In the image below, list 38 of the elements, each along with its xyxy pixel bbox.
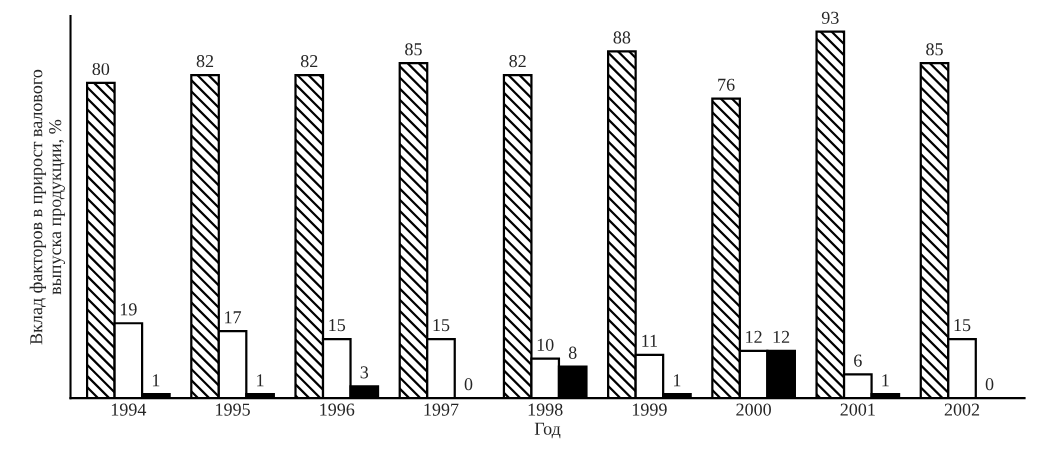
data-label: 1 bbox=[257, 374, 264, 387]
data-label: 15 bbox=[954, 319, 971, 332]
x-tick-label: 1996 bbox=[320, 403, 355, 416]
data-label: 8 bbox=[568, 346, 577, 359]
data-label: 15 bbox=[329, 319, 346, 332]
data-label: 6 bbox=[854, 354, 862, 367]
data-label: 1 bbox=[673, 374, 681, 387]
y-axis-title: Вклад факторов в прирост валового выпуска продукции, % bbox=[29, 69, 65, 345]
data-label: 82 bbox=[509, 55, 526, 68]
x-tick-label: 2002 bbox=[944, 403, 980, 416]
data-label: 82 bbox=[300, 55, 318, 68]
x-tick-label: 1998 bbox=[528, 403, 563, 416]
data-label: 10 bbox=[537, 338, 554, 351]
data-label: 1 bbox=[152, 374, 160, 387]
data-label: 17 bbox=[225, 311, 242, 324]
data-label: 88 bbox=[613, 31, 631, 44]
data-label: 85 bbox=[926, 43, 943, 56]
x-tick-label: 1994 bbox=[111, 403, 147, 416]
x-tick-label: 2001 bbox=[840, 403, 875, 416]
x-axis-title: Год bbox=[534, 422, 561, 439]
data-label: 0 bbox=[464, 378, 473, 391]
data-label: 85 bbox=[405, 43, 422, 56]
data-label: 76 bbox=[718, 78, 735, 91]
x-tick-label: 1995 bbox=[216, 403, 250, 416]
data-label: 19 bbox=[120, 303, 137, 316]
data-label: 12 bbox=[746, 330, 762, 343]
data-label: 1 bbox=[882, 374, 889, 387]
data-label: 15 bbox=[433, 319, 450, 332]
data-label: 0 bbox=[985, 378, 994, 391]
data-label: 3 bbox=[360, 366, 369, 379]
x-tick-label: 1997 bbox=[424, 403, 459, 416]
data-label: 11 bbox=[642, 334, 658, 347]
data-label: 82 bbox=[196, 55, 214, 68]
x-tick-label: 1999 bbox=[632, 403, 667, 416]
x-tick-label: 2000 bbox=[736, 403, 771, 416]
data-label: 12 bbox=[773, 330, 790, 343]
data-label: 93 bbox=[821, 11, 839, 24]
data-label: 80 bbox=[92, 62, 110, 76]
